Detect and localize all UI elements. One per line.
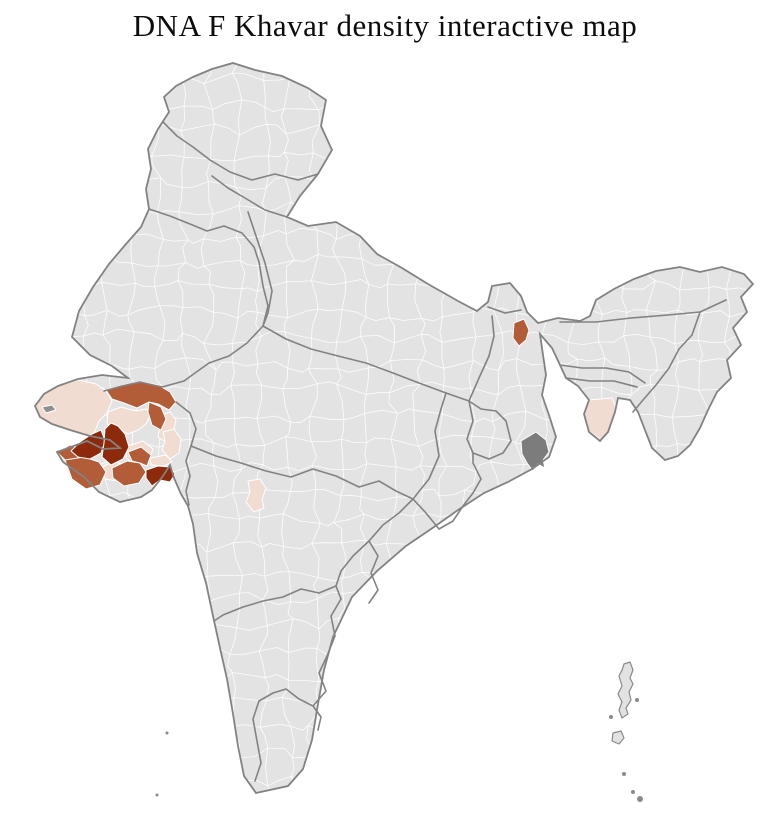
nicobar-islet-1 [622,772,626,776]
district-ahmedabad-gulf-strip[interactable] [161,428,182,460]
district-tripura-west[interactable] [583,397,617,441]
state-boundaries [103,121,727,782]
island-chains [155,661,643,802]
andaman-islet-1 [635,698,639,702]
district-north-bengal[interactable] [512,318,530,347]
lakshadweep-islet-1 [165,731,169,735]
district-central-india[interactable] [245,478,267,513]
district-patan-descender[interactable] [147,401,167,431]
nicobar-islet-2 [631,790,635,794]
andaman-south-island[interactable] [611,730,625,745]
andaman-islet-2 [609,715,613,719]
map-title: DNA F Khavar density interactive map [132,8,638,43]
district-amreli-east[interactable] [111,460,147,487]
nicobar-islet-3 [637,796,643,802]
district-surat[interactable] [145,465,176,487]
district-kutch-creek-mark[interactable] [41,404,57,414]
lakshadweep-islet-2 [155,793,159,797]
district-bhavnagar[interactable] [127,446,152,467]
andaman-main-island[interactable] [617,661,634,719]
district-bharuch-pocket[interactable] [149,454,173,467]
